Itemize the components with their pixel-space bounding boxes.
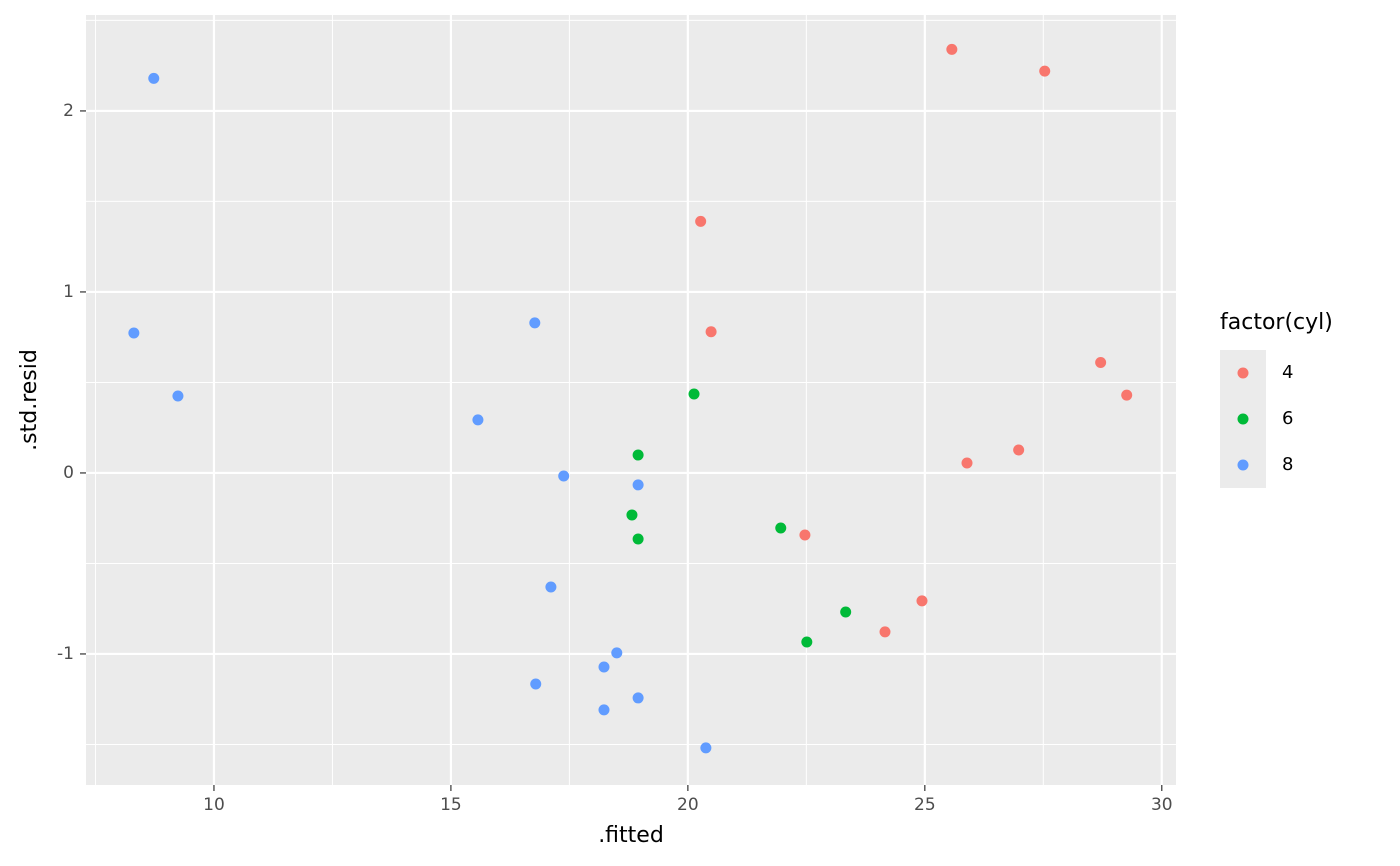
point	[148, 72, 160, 84]
point	[961, 457, 973, 469]
point	[700, 742, 712, 754]
point	[530, 678, 542, 690]
point	[611, 647, 623, 659]
point	[916, 595, 928, 607]
point	[879, 626, 891, 638]
point	[946, 43, 958, 55]
point	[1095, 357, 1107, 369]
point	[1121, 389, 1133, 401]
point	[705, 326, 717, 338]
legend-key	[1237, 367, 1249, 379]
y-axis-title: .std.resid	[17, 349, 42, 451]
points	[128, 43, 1133, 754]
point	[632, 449, 644, 461]
point	[558, 470, 570, 482]
y-tick-label: 1	[63, 282, 74, 302]
x-tick-label: 10	[203, 795, 225, 815]
x-axis-title: .fitted	[598, 823, 664, 848]
point	[801, 636, 813, 648]
grid	[86, 15, 1176, 785]
point	[128, 327, 140, 339]
legend: 4 6 8	[1237, 362, 1293, 475]
point	[545, 581, 557, 593]
x-tick-label: 20	[677, 795, 699, 815]
point	[632, 479, 644, 491]
point	[626, 509, 638, 521]
point	[799, 529, 811, 541]
point	[695, 215, 707, 227]
x-tick-label: 25	[914, 795, 936, 815]
point	[840, 606, 852, 618]
point	[1013, 444, 1025, 456]
y-tick-label: 2	[63, 101, 74, 121]
point	[1039, 65, 1051, 77]
x-tick-label: 15	[440, 795, 462, 815]
x-tick-label: 30	[1151, 795, 1173, 815]
legend-label: 4	[1282, 362, 1293, 383]
point	[688, 388, 700, 400]
point	[598, 704, 610, 716]
point	[632, 533, 644, 545]
legend-key	[1237, 459, 1249, 471]
point	[775, 522, 787, 534]
point	[632, 692, 644, 704]
legend-title: factor(cyl)	[1220, 310, 1333, 335]
point	[598, 661, 610, 673]
legend-label: 8	[1282, 454, 1293, 475]
point	[529, 317, 541, 329]
y-tick-label: -1	[57, 644, 74, 664]
point	[172, 390, 184, 402]
y-tick-label: 0	[63, 463, 74, 483]
panel	[86, 15, 1176, 785]
point	[472, 414, 484, 426]
legend-label: 6	[1282, 408, 1293, 429]
legend-key	[1237, 413, 1249, 425]
